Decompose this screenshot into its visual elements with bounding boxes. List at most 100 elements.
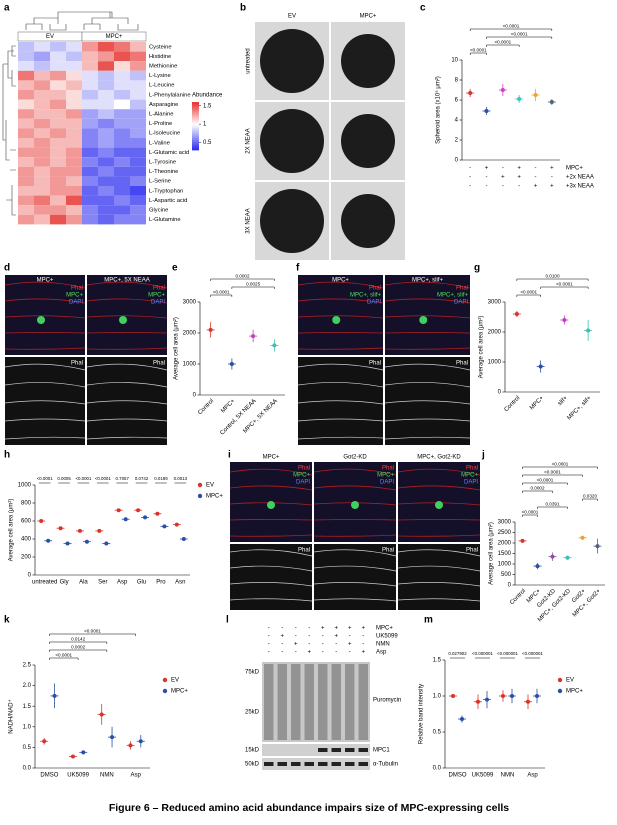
colorbar-step (192, 126, 199, 129)
heatmap-cell (98, 157, 114, 167)
y-tick-label: 0 (508, 583, 512, 589)
phalloidin-stain (397, 598, 481, 602)
heatmap-cell (82, 166, 98, 177)
heatmap-cell (98, 118, 114, 129)
dot (586, 328, 591, 333)
colorbar-step (192, 132, 199, 135)
dot (517, 97, 522, 101)
heatmap-cell (66, 138, 82, 148)
dot (533, 93, 538, 97)
image-row-label: 2X NEAA (246, 128, 252, 153)
phalloidin-stain (384, 436, 471, 440)
p-value: <0.0001 (511, 32, 528, 37)
dot (251, 334, 256, 339)
phalloidin-stain (297, 382, 384, 388)
channel-label: DAPI (464, 480, 478, 486)
phalloidin-stain (4, 436, 86, 440)
y-axis-label: Average cell area (μm²) (9, 499, 15, 562)
bracket (469, 28, 553, 31)
image-row-label: untreated (246, 48, 252, 73)
x-tick-label: Ser (98, 580, 107, 586)
heatmap-cell (114, 51, 130, 62)
channel-label: DAPI (151, 300, 165, 306)
legend-swatch (197, 482, 203, 488)
colorbar-step (192, 140, 199, 143)
p-value: <0.0001 (213, 290, 230, 295)
y-tick-label: 0 (455, 158, 459, 164)
panel-letter: f (296, 263, 300, 274)
mpc-cell (119, 316, 127, 324)
channel-label: Phal (382, 466, 394, 472)
band (331, 748, 341, 752)
membrane-stain (384, 281, 471, 289)
legend-swatch (557, 677, 563, 683)
membrane-stain (229, 485, 313, 491)
x-tick-label: Gly (60, 580, 69, 586)
heatmap-cell (50, 109, 66, 119)
heatmap-cell (114, 186, 130, 196)
p-value: <0.0001 (522, 510, 539, 515)
row-label: L-Isoleucine (149, 131, 180, 137)
membrane-stain (297, 315, 384, 319)
y-tick-label: 0.5 (433, 730, 442, 736)
heatmap-cell (114, 42, 130, 52)
heatmap-cell (50, 176, 66, 186)
dot (70, 754, 75, 759)
dot (526, 699, 530, 704)
phalloidin-stain (397, 582, 481, 587)
row-label: L-Aspartic acid (149, 198, 187, 204)
p-value: <0.0001 (84, 629, 101, 634)
p-value: 0.0142 (71, 637, 85, 642)
phalloidin-stain (313, 565, 397, 572)
phalloidin-stain (86, 418, 168, 422)
band (277, 762, 287, 766)
channel-label: Phal (382, 548, 394, 554)
fluorescence-image (298, 275, 383, 355)
channel-label: Phal (456, 361, 468, 367)
x-tick-label: MPC+, slif+ (566, 395, 593, 422)
heatmap-cell (18, 214, 34, 225)
size-marker: 75kD (245, 670, 260, 676)
spheroid (341, 34, 395, 88)
y-axis-label: Spheroid area (x10⁵ μm²) (435, 76, 442, 144)
heatmap-cell (50, 80, 66, 90)
p-value: 0.0005 (57, 476, 71, 481)
lane-smear (358, 664, 368, 740)
y-axis-label: Relative band intensity (419, 684, 425, 744)
sign: - (322, 634, 324, 640)
channel-label: DAPI (296, 480, 310, 486)
bracket (49, 641, 108, 644)
row-label: L-Tyrosine (149, 160, 176, 166)
row-label: L-Lysine (149, 73, 171, 79)
dot (580, 535, 585, 540)
row-label: L-Glutamine (149, 217, 181, 223)
heatmap-cell (18, 186, 34, 196)
x-tick-label: MPC+ (220, 398, 236, 414)
heatmap-cell (82, 99, 98, 110)
channel-label: Phal (298, 548, 310, 554)
panel-letter: h (4, 450, 10, 461)
column-group-label: EV (46, 34, 54, 40)
p-value: <0.000001 (522, 651, 543, 656)
sign: + (307, 650, 311, 656)
row-label: L-Phenylalanine (149, 92, 191, 98)
dot (162, 524, 167, 529)
channel-label: Phal (369, 286, 381, 292)
heatmap-cell (50, 157, 66, 167)
p-value: <0.0001 (37, 476, 54, 481)
sign: - (295, 634, 297, 640)
heatmap-cell (130, 195, 146, 206)
p-value: <0.0001 (552, 462, 569, 467)
heatmap-cell (82, 61, 98, 71)
heatmap-cell (34, 205, 50, 215)
size-marker: 15kD (245, 748, 260, 754)
dot (562, 318, 567, 322)
heatmap-cell (34, 99, 50, 110)
sign: + (321, 626, 325, 632)
heatmap-cell (34, 147, 50, 158)
sign: - (308, 634, 310, 640)
sign: - (281, 626, 283, 632)
heatmap-cell (50, 195, 66, 206)
dot (143, 515, 148, 520)
channel-label: Phal (298, 466, 310, 472)
